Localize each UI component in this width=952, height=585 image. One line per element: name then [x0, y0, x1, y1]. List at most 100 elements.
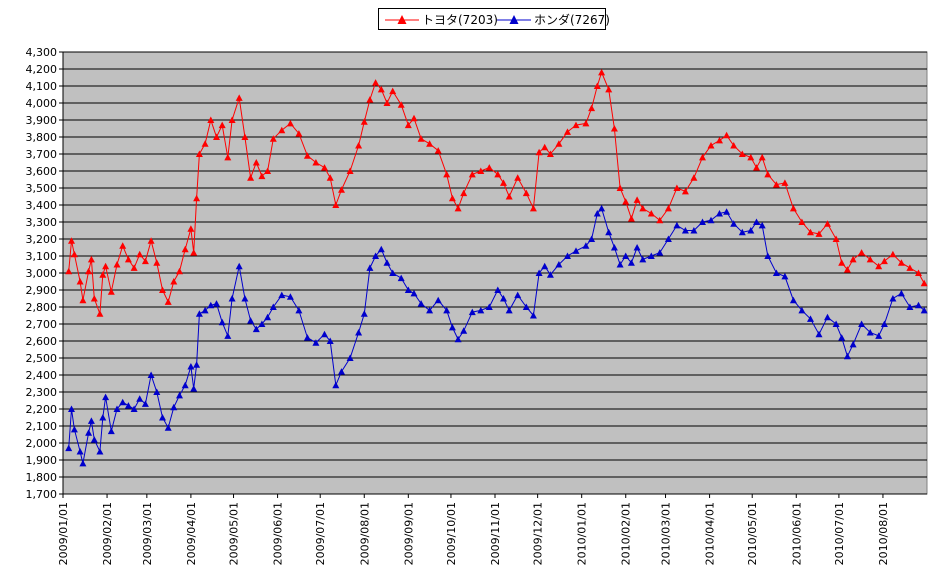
- data-point: [434, 147, 442, 154]
- data-point: [170, 403, 178, 411]
- data-point: [707, 216, 715, 224]
- data-point: [346, 354, 354, 361]
- data-point: [866, 329, 874, 336]
- data-point: [338, 186, 345, 193]
- x-tick-label: 2010/07/01: [833, 502, 846, 565]
- data-point: [303, 152, 311, 159]
- data-point: [181, 245, 189, 253]
- legend-label-toyota: トヨタ(7203): [422, 13, 498, 27]
- data-point: [477, 167, 485, 174]
- data-point: [738, 150, 746, 157]
- data-point: [605, 85, 613, 93]
- data-point: [723, 131, 731, 139]
- data-point: [849, 255, 857, 263]
- data-point: [360, 310, 368, 317]
- data-point: [798, 306, 806, 314]
- data-point: [346, 167, 354, 174]
- data-point: [286, 293, 294, 300]
- data-point: [824, 220, 831, 227]
- data-point: [397, 274, 405, 282]
- data-point: [96, 448, 104, 455]
- data-point: [119, 242, 127, 249]
- data-point: [832, 235, 840, 242]
- data-point: [207, 116, 215, 123]
- data-point: [124, 402, 132, 409]
- data-point: [889, 295, 897, 302]
- data-point: [764, 170, 772, 178]
- x-tick-label: 2009/09/01: [402, 502, 415, 565]
- data-point: [218, 121, 226, 129]
- data-point: [303, 334, 311, 341]
- data-point: [107, 288, 115, 295]
- x-tick-label: 2009/02/01: [101, 502, 114, 565]
- data-point: [605, 228, 613, 236]
- data-point: [326, 337, 334, 344]
- data-point: [252, 159, 260, 166]
- data-point: [889, 250, 897, 258]
- data-point: [141, 400, 149, 407]
- x-tick-label: 2009/05/01: [228, 502, 241, 565]
- data-point: [572, 121, 580, 129]
- y-tick-label: 3,600: [26, 165, 58, 178]
- data-point: [906, 303, 914, 310]
- data-point: [555, 261, 563, 268]
- legend-label-honda: ホンダ(7267): [534, 13, 610, 27]
- data-point: [355, 142, 363, 149]
- data-point: [843, 352, 851, 360]
- y-tick-label: 2,000: [26, 437, 58, 450]
- data-point: [622, 252, 630, 259]
- y-tick-label: 2,300: [26, 386, 58, 399]
- x-tick-label: 2010/02/01: [620, 502, 633, 565]
- data-point: [582, 119, 590, 127]
- data-point: [673, 221, 681, 229]
- data-point: [201, 140, 209, 147]
- data-point: [880, 257, 888, 265]
- data-point: [312, 339, 320, 346]
- data-point: [858, 249, 866, 256]
- data-point: [529, 204, 537, 212]
- data-point: [383, 99, 391, 106]
- data-point: [753, 218, 760, 225]
- y-tick-label: 3,500: [26, 182, 58, 195]
- data-point: [858, 320, 866, 327]
- data-point: [410, 114, 418, 122]
- data-point: [681, 227, 689, 234]
- data-point: [321, 164, 328, 171]
- data-point: [838, 259, 846, 266]
- data-point: [65, 444, 73, 452]
- data-point: [190, 249, 198, 256]
- data-point: [454, 204, 462, 212]
- data-point: [124, 255, 132, 263]
- data-point: [897, 259, 905, 266]
- y-tick-label: 2,700: [26, 318, 58, 331]
- data-point: [417, 300, 425, 307]
- data-point: [434, 296, 442, 304]
- data-point: [781, 179, 789, 186]
- y-tick-label: 2,600: [26, 335, 58, 348]
- x-tick-label: 2010/04/01: [704, 502, 717, 565]
- data-point: [426, 140, 434, 147]
- data-point: [213, 300, 220, 307]
- data-point: [639, 255, 647, 263]
- data-point: [906, 264, 914, 271]
- data-point: [747, 227, 755, 234]
- data-point: [622, 198, 630, 205]
- data-point: [448, 194, 456, 202]
- y-axis-ticks: 1,700 1,800 1,900 2,000 2,100 2,200 2,300 2,400…: [26, 46, 64, 501]
- data-point: [546, 150, 554, 157]
- data-point: [699, 218, 706, 225]
- data-point: [716, 210, 723, 217]
- data-point: [572, 247, 580, 254]
- data-point: [68, 405, 75, 412]
- data-point: [789, 296, 797, 304]
- data-point: [410, 289, 418, 297]
- data-point: [70, 250, 78, 258]
- data-point: [633, 196, 641, 203]
- data-point: [716, 136, 723, 144]
- data-point: [136, 250, 144, 258]
- data-point: [758, 153, 766, 161]
- data-point: [500, 295, 507, 302]
- data-point: [102, 262, 110, 270]
- data-point: [147, 371, 155, 378]
- data-point: [247, 317, 255, 324]
